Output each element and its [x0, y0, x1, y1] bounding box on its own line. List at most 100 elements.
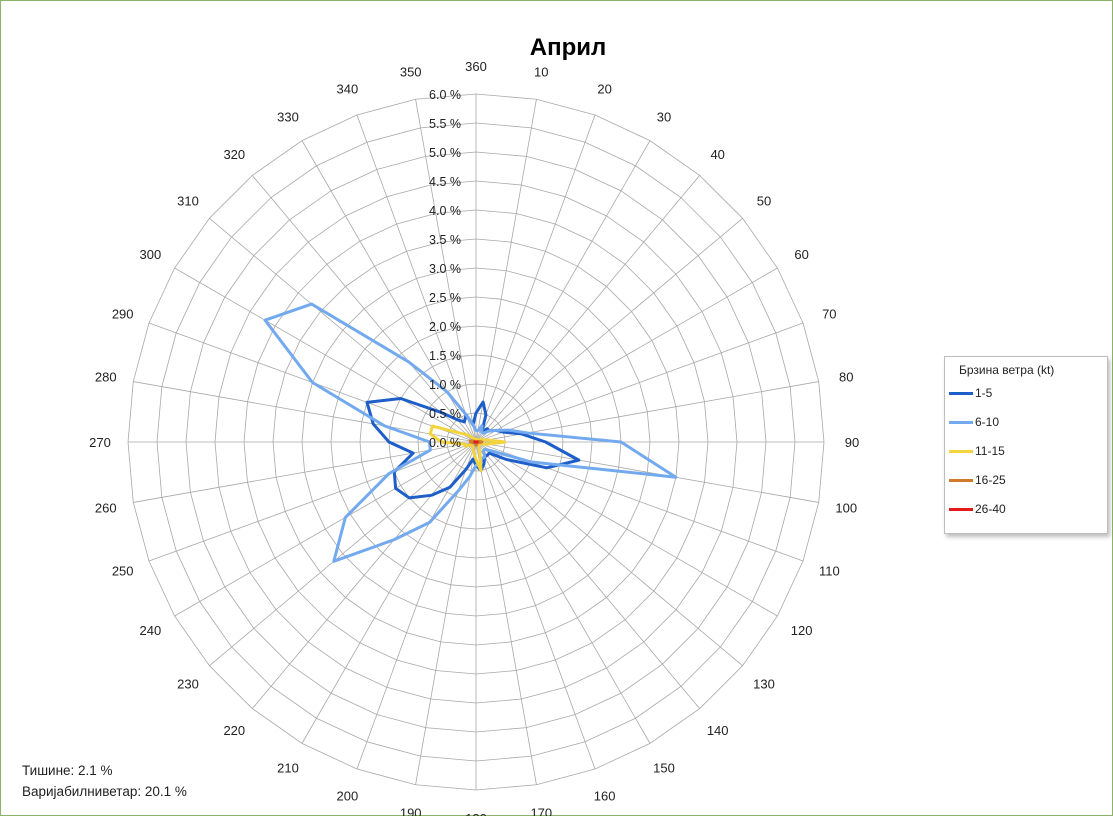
angle-label: 130: [753, 677, 775, 692]
angle-label: 310: [177, 193, 199, 208]
radial-tick-label: 4.5 %: [429, 175, 461, 189]
legend-label: 6-10: [975, 415, 1000, 429]
legend-label: 26-40: [975, 502, 1006, 516]
radial-tick-label: 2.5 %: [429, 291, 461, 305]
angle-label: 360: [465, 59, 487, 74]
angle-label: 320: [223, 147, 245, 162]
radial-tick-label: 3.0 %: [429, 262, 461, 276]
grid-spoke: [475, 441, 700, 709]
grid-spoke: [148, 441, 477, 562]
radial-tick-label: 1.5 %: [429, 349, 461, 363]
radial-tick-label: 2.0 %: [429, 320, 461, 334]
grid-spoke: [475, 441, 537, 785]
series-layer: [263, 302, 678, 563]
radial-tick-label: 3.5 %: [429, 233, 461, 247]
grid-spoke: [475, 441, 743, 666]
grid-spoke: [475, 441, 778, 617]
grid-spoke: [133, 441, 477, 503]
grid-spoke: [415, 99, 477, 443]
legend-swatch: [949, 478, 973, 482]
angle-label: 330: [277, 109, 299, 124]
series-line-16-25: [468, 439, 484, 447]
legend-item-1-5: 1-5: [949, 385, 992, 401]
angle-label: 60: [794, 247, 808, 262]
angle-label: 290: [112, 306, 134, 321]
angle-label: 350: [400, 65, 422, 80]
grid-spoke: [475, 322, 804, 443]
angle-label: 70: [822, 306, 836, 321]
chart-title: Април: [530, 34, 607, 61]
angle-label: 170: [530, 805, 552, 816]
angle-label: 240: [140, 623, 162, 638]
grid-spoke: [475, 175, 700, 443]
grid-spoke: [475, 441, 819, 503]
grid-spoke: [475, 140, 651, 443]
radial-tick-label: 4.0 %: [429, 204, 461, 218]
legend-item-16-25: 16-25: [949, 472, 1006, 488]
angle-label: 10: [534, 65, 548, 80]
legend-item-26-40: 26-40: [949, 501, 1006, 517]
grid-spoke: [356, 441, 477, 770]
legend-swatch: [949, 507, 973, 511]
grid-spoke: [475, 441, 651, 744]
grid-spoke: [475, 99, 537, 443]
grid-spoke: [252, 175, 477, 443]
radial-tick-labels: 0.0 % 0.5 % 1.0 % 1.5 % 2.0 % 2.5 % 3.0 % 3.5 %…: [429, 88, 461, 450]
radial-tick-label: 5.0 %: [429, 146, 461, 160]
grid-spoke: [209, 441, 477, 666]
angle-label: 80: [839, 370, 853, 385]
radial-tick-label: 5.5 %: [429, 117, 461, 131]
angle-label: 100: [835, 500, 857, 515]
angle-label: 110: [819, 564, 840, 579]
grid-spoke: [356, 114, 477, 443]
angle-label: 40: [710, 147, 724, 162]
legend-label: 1-5: [975, 386, 993, 400]
angle-label: 230: [177, 677, 199, 692]
angle-label: 190: [400, 805, 422, 816]
variable-wind-note: Варијабилниветар: 20.1 %: [22, 784, 187, 799]
angle-label: 140: [707, 723, 729, 738]
series-line-6-10: [263, 302, 678, 563]
angle-label: 50: [757, 193, 771, 208]
grid-spoke: [174, 267, 477, 443]
legend-swatch: [949, 449, 973, 453]
angle-label: 280: [95, 370, 117, 385]
angle-label: 120: [791, 623, 813, 638]
legend: Брзина ветра (kt) 1-5 6-10 11-15 16-25 26-40: [944, 356, 1108, 534]
angle-label: 20: [597, 82, 611, 97]
angle-label: 30: [657, 109, 671, 124]
angle-labels: 360 10 20 30 40 50 60 70 80 90 100 110 120 130 140 150 1…: [89, 59, 859, 816]
summary-notes: Тишине: 2.1 % Варијабилниветар: 20.1 %: [22, 760, 187, 802]
legend-item-11-15: 11-15: [949, 443, 1005, 459]
angle-label: 180: [465, 811, 487, 816]
angle-label: 90: [845, 435, 859, 450]
grid-spoke: [475, 114, 596, 443]
grid-spoke: [301, 441, 477, 744]
angle-label: 250: [112, 564, 134, 579]
legend-label: 16-25: [975, 473, 1006, 487]
grid-spoke: [475, 381, 819, 443]
radial-tick-label: 0.5 %: [429, 407, 461, 421]
grid-spoke: [475, 218, 743, 443]
grid-spoke: [133, 381, 477, 443]
grid-spoke: [475, 267, 778, 443]
calm-note: Тишине: 2.1 %: [22, 763, 113, 778]
radial-tick-label: 6.0 %: [429, 88, 461, 102]
grid-spoke: [252, 441, 477, 709]
grid-spoke: [415, 441, 477, 785]
angle-label: 210: [277, 761, 299, 776]
grid-spoke: [174, 441, 477, 617]
radial-tick-label: 1.0 %: [429, 378, 461, 392]
legend-title: Брзина ветра (kt): [959, 363, 1055, 377]
legend-item-6-10: 6-10: [949, 414, 999, 430]
angle-label: 300: [140, 247, 162, 262]
grid-spoke: [475, 441, 596, 770]
legend-swatch: [949, 420, 973, 424]
grid-spoke: [209, 218, 477, 443]
legend-swatch: [949, 391, 973, 395]
angle-label: 200: [337, 788, 359, 803]
radar-grid: [127, 93, 825, 791]
angle-label: 150: [653, 761, 675, 776]
